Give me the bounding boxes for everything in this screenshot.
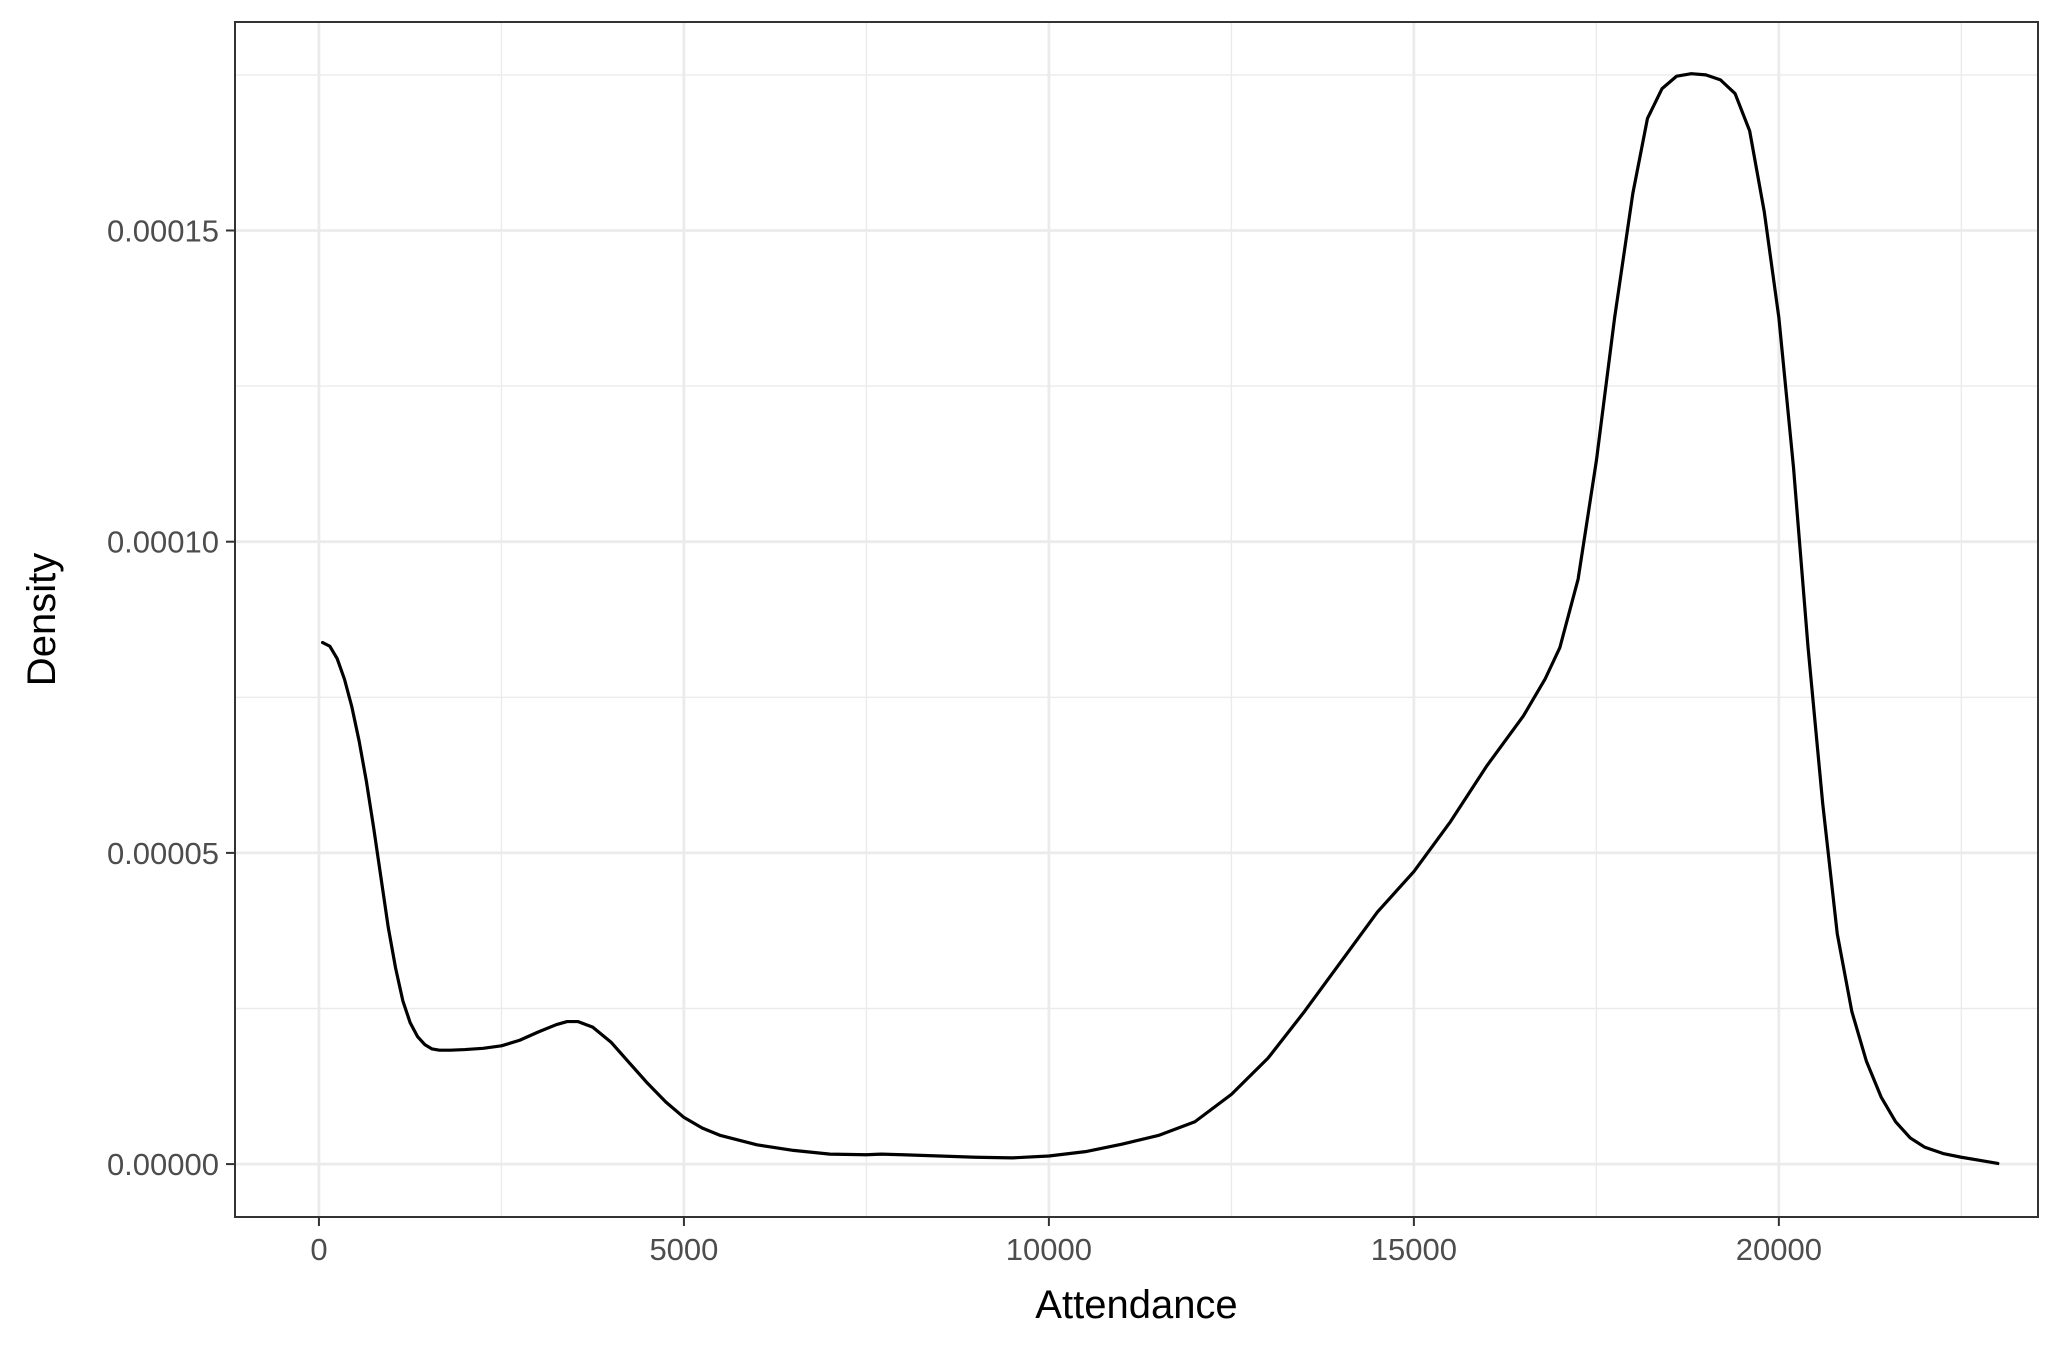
y-axis-title: Density xyxy=(20,553,64,686)
panel-border xyxy=(234,21,2039,1218)
x-tick-label: 5000 xyxy=(649,1232,718,1267)
panel-background xyxy=(235,22,2038,1217)
y-axis: 0.00000 0.00005 0.00010 0.00015 xyxy=(107,214,235,1182)
y-tick-label: 0.00005 xyxy=(107,836,219,871)
density-line xyxy=(321,72,2000,1166)
minor-gridlines xyxy=(235,22,2038,1217)
y-tick-label: 0.00015 xyxy=(107,214,219,249)
x-tick-label: 20000 xyxy=(1736,1232,1822,1267)
x-tick-label: 10000 xyxy=(1006,1232,1092,1267)
density-series xyxy=(321,72,2000,1166)
x-axis-title: Attendance xyxy=(1035,1283,1237,1327)
y-tick-label: 0.00010 xyxy=(107,525,219,560)
x-tick-label: 0 xyxy=(310,1232,327,1267)
x-tick-label: 15000 xyxy=(1371,1232,1457,1267)
x-axis: 0 5000 10000 15000 20000 xyxy=(310,1217,1822,1267)
major-gridlines xyxy=(235,22,2038,1217)
y-tick-label: 0.00000 xyxy=(107,1147,219,1182)
plot-panel xyxy=(234,21,2039,1218)
